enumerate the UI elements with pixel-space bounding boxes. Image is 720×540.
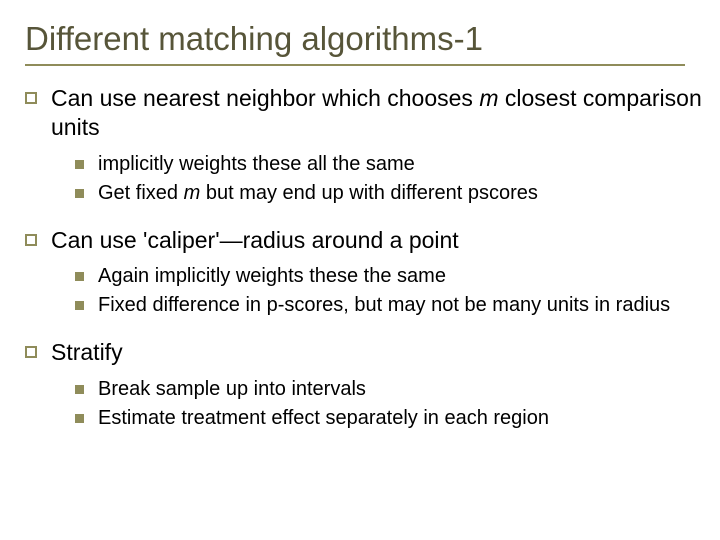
filled-square-icon (75, 272, 84, 281)
sub-item-text: Fixed difference in p-scores, but may no… (98, 293, 670, 318)
sub-list-item: Fixed difference in p-scores, but may no… (75, 293, 705, 318)
text-part: Again implicitly weights these the same (98, 265, 446, 287)
sub-list: Break sample up into intervals Estimate … (75, 377, 705, 431)
text-part: Estimate treatment effect separately in … (98, 407, 549, 429)
text-part: Stratify (51, 339, 123, 365)
text-part: Can use nearest neighbor which chooses (51, 85, 479, 111)
title-underline (25, 64, 685, 66)
slide: Different matching algorithms-1 Can use … (0, 0, 720, 540)
sub-list-item: Break sample up into intervals (75, 377, 705, 402)
sub-list: Again implicitly weights these the same … (75, 264, 705, 318)
text-part: implicitly weights these all the same (98, 153, 415, 175)
filled-square-icon (75, 414, 84, 423)
text-part: Can use 'caliper'—radius around a point (51, 227, 459, 253)
filled-square-icon (75, 385, 84, 394)
sub-item-text: Estimate treatment effect separately in … (98, 406, 549, 431)
sub-list-item: Get fixed m but may end up with differen… (75, 181, 705, 206)
sub-list: implicitly weights these all the same Ge… (75, 152, 705, 206)
list-item: Can use 'caliper'—radius around a point (25, 226, 705, 255)
list-item-text: Can use nearest neighbor which chooses m… (51, 84, 705, 142)
filled-square-icon (75, 301, 84, 310)
sub-item-text: Again implicitly weights these the same (98, 264, 446, 289)
slide-content: Can use nearest neighbor which chooses m… (25, 84, 705, 431)
text-italic: m (479, 85, 498, 111)
hollow-square-icon (25, 346, 37, 358)
sub-list-item: Again implicitly weights these the same (75, 264, 705, 289)
text-italic: m (184, 182, 201, 204)
list-item: Can use nearest neighbor which chooses m… (25, 84, 705, 142)
sub-item-text: implicitly weights these all the same (98, 152, 415, 177)
list-item-text: Stratify (51, 338, 123, 367)
sub-list-item: implicitly weights these all the same (75, 152, 705, 177)
list-item: Stratify (25, 338, 705, 367)
text-part: Fixed difference in p-scores, but may no… (98, 294, 670, 316)
sub-list-item: Estimate treatment effect separately in … (75, 406, 705, 431)
text-part: but may end up with different pscores (200, 182, 538, 204)
list-item-text: Can use 'caliper'—radius around a point (51, 226, 459, 255)
text-part: Break sample up into intervals (98, 378, 366, 400)
sub-item-text: Get fixed m but may end up with differen… (98, 181, 538, 206)
hollow-square-icon (25, 92, 37, 104)
hollow-square-icon (25, 234, 37, 246)
filled-square-icon (75, 160, 84, 169)
filled-square-icon (75, 189, 84, 198)
slide-title: Different matching algorithms-1 (25, 20, 705, 58)
sub-item-text: Break sample up into intervals (98, 377, 366, 402)
text-part: Get fixed (98, 182, 184, 204)
